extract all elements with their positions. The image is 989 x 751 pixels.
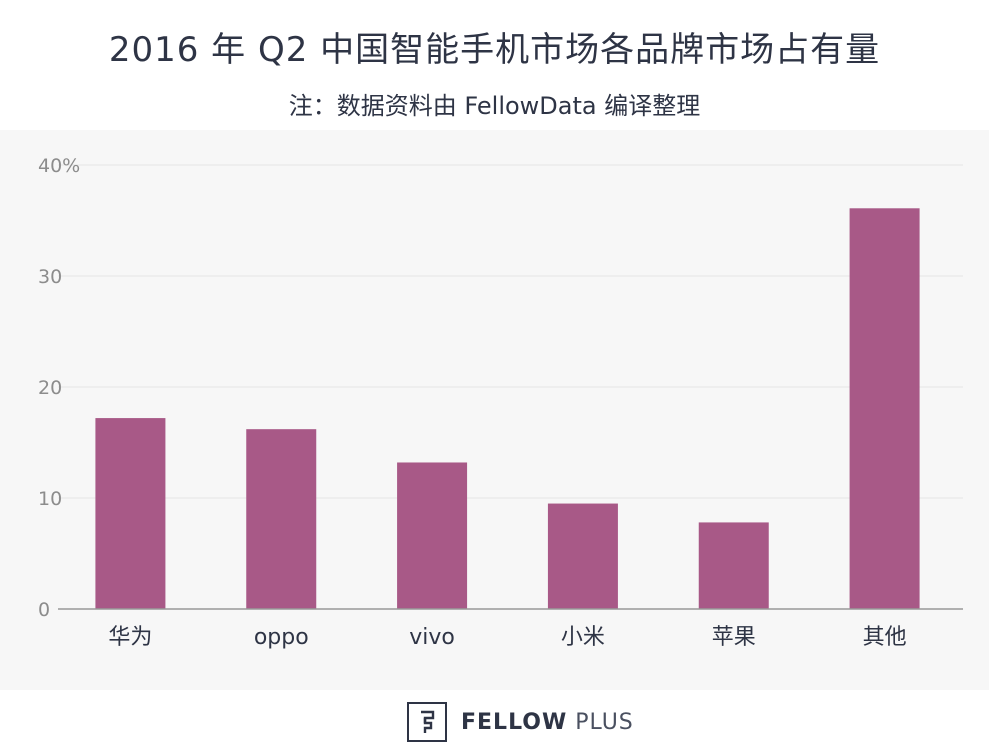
bars bbox=[95, 208, 920, 609]
bar-chart: 0 10 20 30 40% 华为 oppo vivo 小米 苹果 其他 bbox=[38, 155, 963, 650]
x-tick-label: vivo bbox=[409, 625, 455, 650]
y-tick-label: 0 bbox=[38, 599, 50, 621]
x-tick-label: 其他 bbox=[863, 625, 907, 650]
fellow-plus-logo: FELLOW PLUS bbox=[407, 701, 634, 743]
fellow-plus-logo-text: FELLOW PLUS bbox=[461, 710, 634, 735]
bar bbox=[95, 418, 166, 609]
bar bbox=[849, 208, 920, 609]
y-tick-label: 20 bbox=[38, 377, 62, 399]
bar bbox=[698, 522, 769, 609]
bar bbox=[397, 462, 468, 609]
y-tick-label: 30 bbox=[38, 266, 62, 288]
chart-area: 0 10 20 30 40% 华为 oppo vivo 小米 苹果 其他 bbox=[0, 130, 989, 690]
x-tick-label: 小米 bbox=[561, 625, 605, 650]
x-tick-label: 苹果 bbox=[712, 625, 756, 650]
x-tick-labels: 华为 oppo vivo 小米 苹果 其他 bbox=[108, 625, 906, 650]
footer: FELLOW PLUS bbox=[0, 690, 989, 751]
bar bbox=[547, 503, 618, 609]
logo-text-strong: FELLOW bbox=[461, 709, 568, 735]
chart-subtitle: 注：数据资料由 FellowData 编译整理 bbox=[288, 92, 701, 120]
y-tick-label: 40% bbox=[38, 155, 80, 177]
chart-title: 2016 年 Q2 中国智能手机市场各品牌市场占有量 bbox=[108, 30, 881, 70]
x-tick-label: oppo bbox=[254, 625, 309, 650]
y-tick-label: 10 bbox=[38, 488, 62, 510]
y-tick-labels: 0 10 20 30 40% bbox=[38, 155, 80, 621]
gridlines bbox=[58, 164, 963, 499]
bar bbox=[246, 429, 317, 609]
x-tick-label: 华为 bbox=[108, 625, 152, 650]
fellow-plus-logo-icon bbox=[407, 702, 447, 742]
logo-text-light: PLUS bbox=[575, 709, 634, 735]
